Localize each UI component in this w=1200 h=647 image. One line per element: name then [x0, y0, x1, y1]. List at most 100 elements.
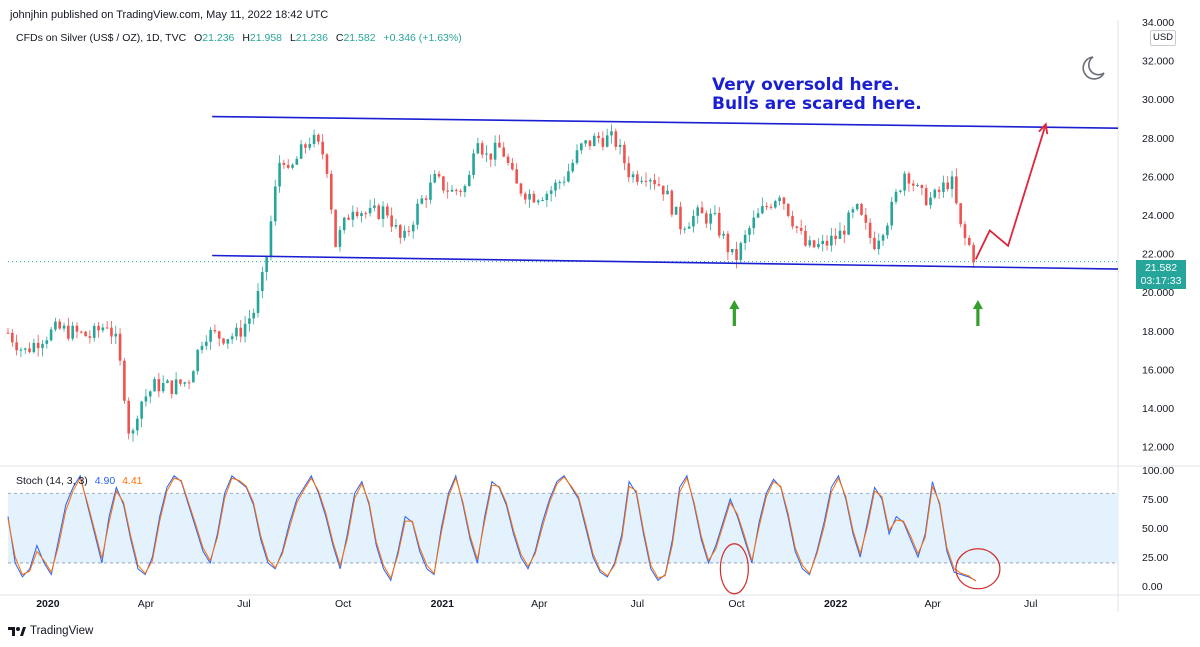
candle-body: [282, 162, 286, 165]
candle-body: [334, 209, 337, 247]
candle-body: [502, 147, 506, 157]
candle-body: [700, 207, 704, 214]
candle-body: [54, 321, 57, 330]
candle-body: [32, 342, 36, 353]
candle-body: [575, 150, 579, 163]
candle-body: [782, 197, 786, 204]
candle-body: [605, 135, 609, 147]
candle-body: [674, 206, 678, 215]
low-value: 21.236: [295, 32, 328, 44]
candle-body: [933, 189, 937, 198]
candle-body: [97, 325, 100, 331]
candle-body: [648, 179, 652, 182]
candle-body: [515, 169, 518, 184]
candle-body: [717, 212, 721, 236]
candle-body: [670, 190, 674, 215]
annotation-text[interactable]: Very oversold here. Bulls are scared her…: [712, 76, 922, 114]
candle-body: [416, 203, 419, 225]
low-label: L: [289, 32, 296, 44]
candle-body: [511, 162, 514, 170]
candle-body: [623, 144, 626, 164]
upper-resistance-line: [212, 115, 1119, 129]
candle-body: [308, 144, 312, 148]
candle-body: [123, 360, 126, 401]
candle-body: [929, 197, 932, 206]
candle-body: [166, 380, 169, 383]
candle-body: [743, 234, 747, 244]
up-arrow-icon: [972, 300, 983, 326]
candle-body: [58, 321, 62, 329]
stoch-pane: [7, 474, 1118, 595]
price-tick-label: 30.000: [1142, 94, 1174, 106]
stoch-tick-label: 50.00: [1142, 523, 1168, 535]
candle-body: [450, 189, 454, 192]
candle-body: [610, 131, 613, 136]
candle-body: [580, 143, 583, 151]
candle-body: [161, 382, 165, 392]
candle-body: [131, 430, 135, 434]
candle-body: [821, 240, 825, 244]
candle-body: [804, 230, 807, 246]
currency-badge[interactable]: USD: [1150, 30, 1176, 46]
candle-body: [644, 180, 648, 182]
candle-body: [330, 173, 333, 210]
candle-body: [899, 190, 902, 192]
open-label: O: [194, 32, 203, 44]
candle-body: [493, 142, 497, 160]
candle-body: [403, 230, 406, 238]
candle-body: [338, 230, 342, 247]
stoch-d-line: [7, 476, 977, 582]
candle-body: [614, 131, 618, 147]
candle-body: [429, 182, 432, 200]
candle-body: [713, 212, 717, 214]
candle-body: [532, 193, 536, 203]
candle-body: [114, 333, 118, 337]
candle-body: [84, 331, 87, 337]
price-tick-label: 16.000: [1142, 364, 1174, 376]
candle-body: [299, 144, 303, 159]
price-tick-label: 14.000: [1142, 403, 1174, 415]
candle-body: [627, 163, 631, 178]
candle-body: [226, 339, 230, 344]
candle-body: [886, 225, 889, 236]
candle-body: [890, 201, 893, 226]
oversold-circle: [955, 548, 1001, 590]
candle-body: [601, 137, 605, 147]
candle-body: [463, 185, 467, 193]
candle-body: [791, 215, 794, 227]
close-label: C: [335, 32, 344, 44]
candle-body: [618, 144, 622, 147]
candle-body: [683, 228, 687, 230]
projection-path: [974, 122, 1049, 260]
candle-body: [459, 190, 462, 193]
symbol-legend[interactable]: CFDs on Silver (US$ / OZ), 1D, TVC O21.2…: [16, 32, 462, 44]
candle-body: [855, 204, 859, 210]
candle-body: [937, 189, 941, 192]
candle-body: [101, 327, 105, 331]
footer-brand-name: TradingView: [30, 625, 94, 637]
stoch-tick-label: 75.00: [1142, 494, 1168, 506]
candle-body: [545, 193, 549, 200]
candle-body: [489, 153, 493, 160]
candle-body: [877, 240, 881, 250]
candle-body: [209, 330, 212, 342]
candle-body: [786, 203, 790, 216]
bar-countdown: 03:17:33: [1140, 275, 1182, 287]
footer-brand[interactable]: TradingView: [8, 625, 93, 637]
moon-icon[interactable]: [1082, 56, 1105, 80]
candle-body: [200, 345, 204, 350]
candle-body: [636, 174, 639, 182]
candle-body: [239, 327, 243, 337]
price-tick-label: 34.000: [1142, 17, 1174, 29]
candle-body: [498, 142, 501, 148]
candle-body: [355, 211, 359, 217]
candle-body: [903, 173, 906, 191]
candle-body: [485, 153, 488, 155]
stoch-legend[interactable]: Stoch (14, 3, 3) 4.90 4.41: [16, 475, 143, 487]
candle-body: [446, 190, 449, 192]
price-tick-label: 28.000: [1142, 133, 1174, 145]
candle-body: [364, 213, 368, 215]
time-tick-label: 2021: [431, 598, 455, 610]
candle-body: [756, 213, 760, 218]
